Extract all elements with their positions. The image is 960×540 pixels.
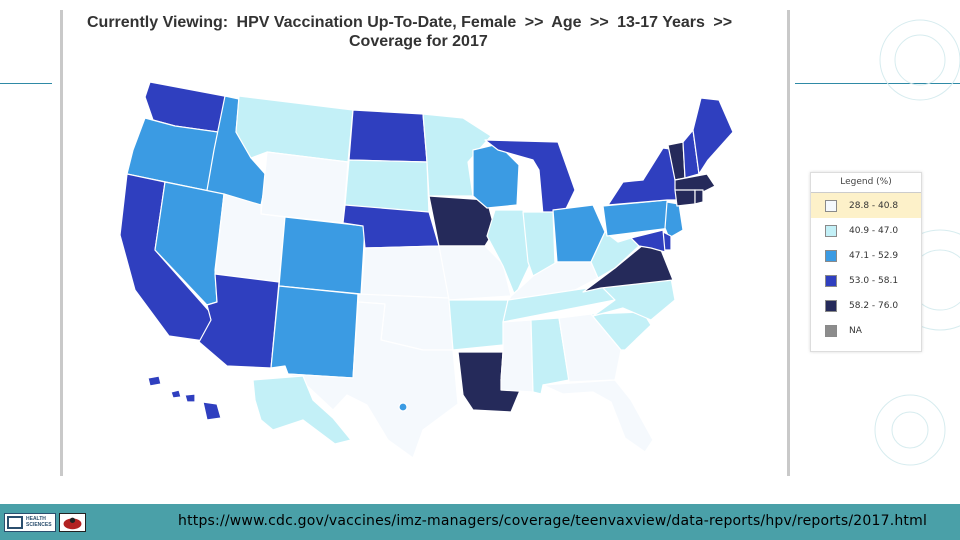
state-MO[interactable] (438, 245, 512, 301)
state-GA[interactable] (558, 313, 622, 383)
header-group[interactable]: 13-17 Years (617, 14, 705, 31)
decorative-rings (874, 19, 960, 466)
decorative-line-right (795, 83, 960, 84)
viewing-header: Currently Viewing: HPV Vaccination Up-To… (87, 14, 777, 51)
state-MT[interactable] (235, 95, 354, 163)
legend-label: 40.9 - 47.0 (849, 225, 899, 236)
state-CO[interactable] (278, 216, 366, 295)
health-sciences-logo-mark (7, 516, 23, 529)
state-KS[interactable] (360, 245, 450, 301)
legend-item[interactable]: 47.1 - 52.9 (811, 243, 921, 268)
state-MA[interactable] (674, 173, 716, 193)
state-DC[interactable] (398, 402, 408, 412)
state-MN[interactable] (422, 113, 492, 197)
legend-item[interactable]: 28.8 - 40.8 (811, 193, 921, 218)
state-MS[interactable] (500, 319, 534, 393)
header-prefix: Currently Viewing: (87, 14, 229, 31)
state-RI[interactable] (694, 189, 704, 205)
state-NM[interactable] (270, 285, 359, 379)
legend-swatch (825, 199, 837, 212)
state-AK[interactable] (252, 375, 352, 445)
health-sciences-logo: HEALTH SCIENCES (4, 513, 56, 532)
state-WY[interactable] (260, 151, 349, 224)
map-panel: Currently Viewing: HPV Vaccination Up-To… (60, 10, 790, 476)
legend: Legend (%) 28.8 - 40.8 40.9 - 47.0 47.1 - … (810, 172, 922, 352)
header-separator: >> (589, 14, 609, 31)
state-NC[interactable] (592, 277, 676, 321)
legend-label: 53.0 - 58.1 (849, 275, 899, 286)
state-AR[interactable] (448, 299, 509, 351)
legend-swatch (825, 224, 837, 237)
header-topic[interactable]: HPV Vaccination Up-To-Date, Female (236, 14, 517, 31)
legend-swatch (825, 299, 837, 312)
state-HI[interactable] (147, 375, 222, 421)
state-NJ[interactable] (664, 201, 684, 239)
legend-swatch (825, 324, 837, 337)
university-logo-icon (59, 513, 86, 532)
legend-label: 28.8 - 40.8 (849, 200, 899, 211)
legend-label: 58.2 - 76.0 (849, 300, 899, 311)
state-MD[interactable] (630, 229, 666, 253)
header-separator: >> (713, 14, 733, 31)
legend-swatch (825, 249, 837, 262)
state-ME[interactable] (692, 97, 734, 175)
legend-item[interactable]: NA (811, 318, 921, 343)
legend-title: Legend (%) (811, 173, 921, 193)
source-url[interactable]: https://www.cdc.gov/vaccines/imz-manager… (178, 513, 928, 529)
legend-item[interactable]: 40.9 - 47.0 (811, 218, 921, 243)
header-separator: >> (524, 14, 544, 31)
state-FL[interactable] (542, 379, 654, 453)
legend-label: 47.1 - 52.9 (849, 250, 899, 261)
health-sciences-logo-text: HEALTH SCIENCES (26, 516, 52, 528)
state-CT[interactable] (674, 189, 696, 207)
legend-item[interactable]: 53.0 - 58.1 (811, 268, 921, 293)
state-ND[interactable] (348, 109, 428, 163)
footer-bar: HEALTH SCIENCES (0, 504, 960, 540)
decorative-line-left (0, 83, 52, 84)
header-dimension[interactable]: Age (551, 14, 582, 31)
legend-label: NA (849, 325, 862, 336)
us-choropleth-map[interactable] (63, 70, 787, 470)
legend-swatch (825, 274, 837, 287)
header-subtitle: Coverage for 2017 (349, 33, 488, 50)
legend-item[interactable]: 58.2 - 76.0 (811, 293, 921, 318)
